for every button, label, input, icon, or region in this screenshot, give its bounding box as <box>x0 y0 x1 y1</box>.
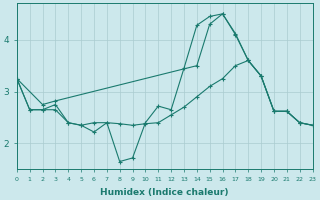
X-axis label: Humidex (Indice chaleur): Humidex (Indice chaleur) <box>100 188 229 197</box>
